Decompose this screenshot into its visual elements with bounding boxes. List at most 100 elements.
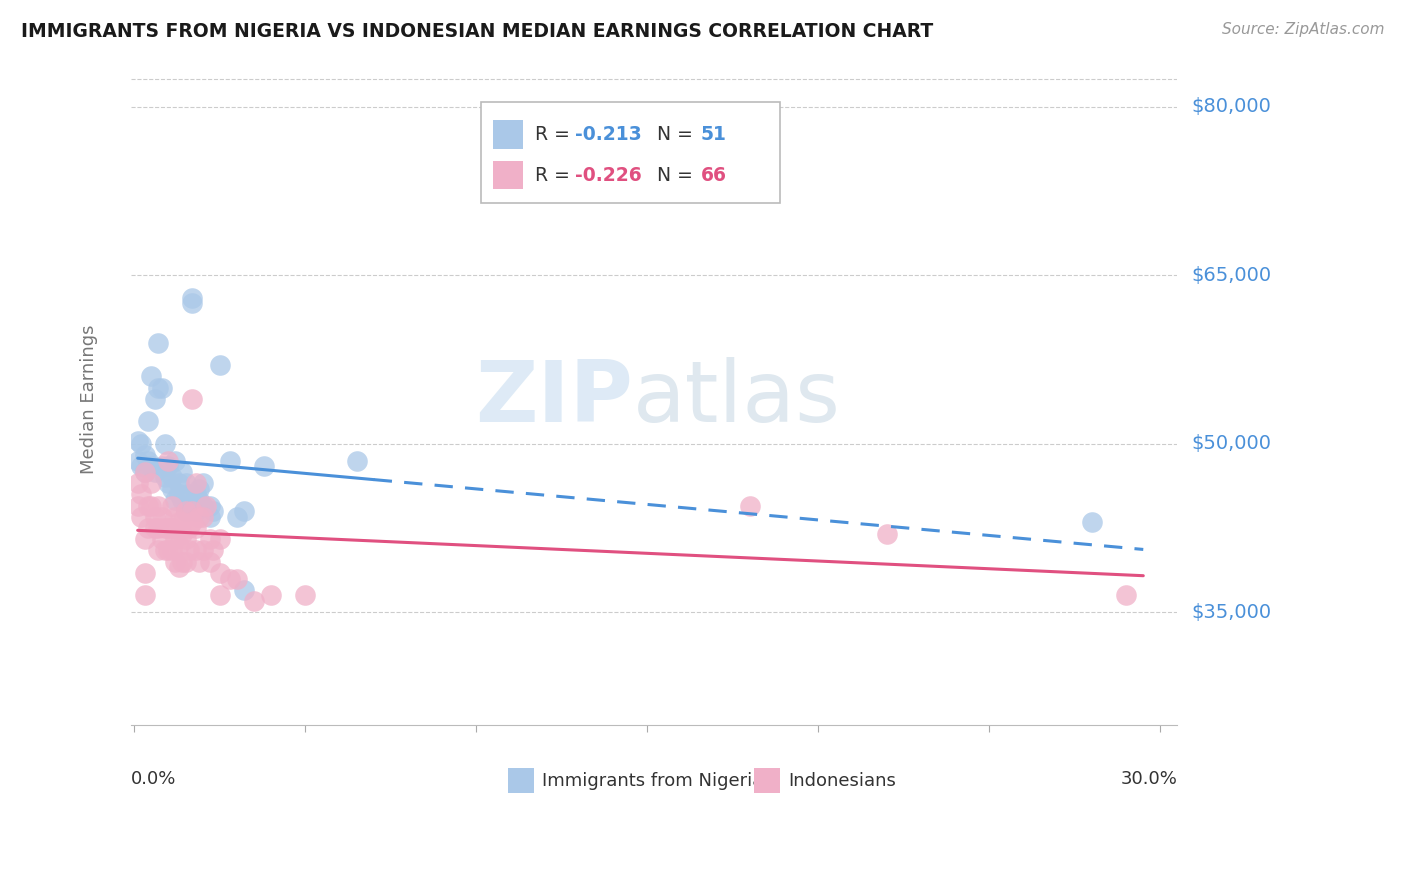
Point: [174, 533, 197, 547]
Point: [181, 504, 204, 518]
Point: [174, 504, 197, 518]
Point: [165, 555, 187, 569]
Point: [184, 476, 207, 491]
Point: [191, 499, 214, 513]
Point: [141, 369, 163, 384]
Text: Indonesians: Indonesians: [789, 772, 896, 789]
Point: [174, 504, 197, 518]
Point: [143, 392, 166, 406]
Point: [150, 459, 173, 474]
Text: 66: 66: [700, 166, 727, 185]
Point: [184, 487, 207, 501]
Point: [160, 521, 183, 535]
Text: -0.226: -0.226: [575, 166, 641, 185]
Point: [148, 499, 170, 513]
Point: [127, 453, 149, 467]
Text: $65,000: $65,000: [1191, 266, 1271, 285]
Point: [134, 566, 156, 580]
Point: [160, 470, 183, 484]
Point: [195, 499, 218, 513]
Point: [127, 499, 149, 513]
Point: [738, 499, 761, 513]
Point: [225, 509, 247, 524]
Point: [181, 291, 204, 305]
Text: N =: N =: [645, 166, 699, 185]
Point: [153, 521, 176, 535]
Point: [208, 533, 231, 547]
Point: [201, 504, 224, 518]
Point: [143, 465, 166, 479]
Text: Source: ZipAtlas.com: Source: ZipAtlas.com: [1222, 22, 1385, 37]
Text: $80,000: $80,000: [1191, 97, 1271, 116]
Text: N =: N =: [645, 125, 699, 145]
Point: [141, 476, 163, 491]
Point: [134, 448, 156, 462]
Text: 51: 51: [700, 125, 727, 145]
Text: atlas: atlas: [633, 358, 841, 441]
Bar: [508, 768, 534, 793]
Point: [188, 509, 211, 524]
Point: [143, 509, 166, 524]
Point: [150, 509, 173, 524]
Point: [172, 555, 194, 569]
Point: [876, 526, 898, 541]
Point: [172, 526, 194, 541]
Point: [165, 492, 187, 507]
Point: [181, 516, 204, 530]
Point: [181, 296, 204, 310]
Point: [177, 543, 200, 558]
Point: [188, 555, 211, 569]
Point: [174, 555, 197, 569]
Point: [172, 492, 194, 507]
Point: [160, 543, 183, 558]
Point: [208, 566, 231, 580]
Point: [198, 499, 221, 513]
Text: R =: R =: [536, 125, 576, 145]
Point: [150, 380, 173, 394]
Text: -0.213: -0.213: [575, 125, 641, 145]
Point: [198, 509, 221, 524]
Text: IMMIGRANTS FROM NIGERIA VS INDONESIAN MEDIAN EARNINGS CORRELATION CHART: IMMIGRANTS FROM NIGERIA VS INDONESIAN ME…: [21, 22, 934, 41]
Point: [219, 572, 242, 586]
Point: [177, 487, 200, 501]
Point: [177, 521, 200, 535]
Point: [157, 543, 180, 558]
Bar: [754, 768, 780, 793]
Point: [208, 358, 231, 372]
Point: [129, 459, 152, 474]
Bar: [494, 161, 523, 189]
Point: [165, 509, 187, 524]
Text: 30.0%: 30.0%: [1121, 770, 1177, 789]
Point: [148, 543, 170, 558]
Point: [136, 414, 159, 428]
Point: [188, 482, 211, 496]
Point: [208, 588, 231, 602]
Point: [184, 504, 207, 518]
Point: [157, 476, 180, 491]
Text: Immigrants from Nigeria: Immigrants from Nigeria: [543, 772, 763, 789]
Text: Median Earnings: Median Earnings: [80, 324, 98, 474]
Point: [191, 476, 214, 491]
Text: 0.0%: 0.0%: [131, 770, 176, 789]
Point: [153, 470, 176, 484]
Text: $35,000: $35,000: [1191, 603, 1271, 622]
Point: [172, 465, 194, 479]
Point: [136, 521, 159, 535]
Point: [232, 582, 254, 597]
Point: [157, 521, 180, 535]
FancyBboxPatch shape: [481, 103, 780, 203]
Point: [167, 487, 190, 501]
Point: [160, 499, 183, 513]
Point: [153, 543, 176, 558]
Point: [181, 392, 204, 406]
Point: [260, 588, 283, 602]
Point: [172, 516, 194, 530]
Point: [150, 533, 173, 547]
Point: [129, 487, 152, 501]
Point: [188, 492, 211, 507]
Point: [174, 476, 197, 491]
Point: [165, 533, 187, 547]
Point: [184, 543, 207, 558]
Point: [191, 543, 214, 558]
Point: [129, 509, 152, 524]
